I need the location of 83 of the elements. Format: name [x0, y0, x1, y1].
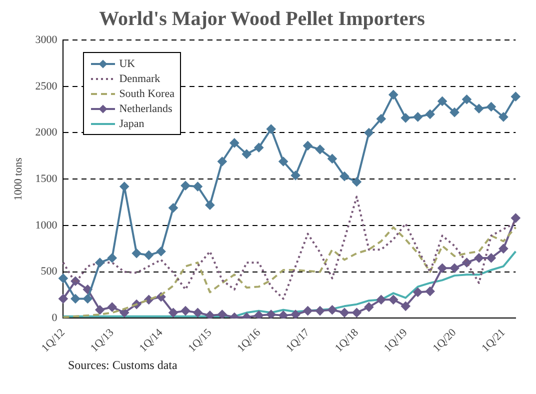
- point: [303, 141, 312, 150]
- y-tick-label: 2500: [35, 80, 58, 92]
- point: [205, 200, 214, 210]
- point: [291, 310, 300, 318]
- point: [511, 92, 520, 102]
- point: [83, 284, 92, 294]
- legend-label: South Korea: [119, 88, 174, 100]
- point: [168, 203, 178, 212]
- point: [205, 310, 214, 318]
- point: [462, 94, 472, 104]
- point: [95, 305, 104, 314]
- point: [193, 308, 202, 318]
- point: [278, 156, 288, 166]
- point: [486, 102, 496, 112]
- y-tick-label: 0: [52, 312, 58, 324]
- y-axis-title: 1000 tons: [12, 158, 24, 201]
- point: [180, 181, 190, 190]
- point: [180, 306, 190, 316]
- point: [108, 302, 117, 312]
- point: [120, 308, 129, 318]
- point: [193, 182, 202, 192]
- point: [426, 110, 435, 119]
- point: [230, 138, 239, 148]
- point: [401, 302, 410, 311]
- point: [218, 156, 227, 166]
- source-note: Sources: Customs data: [67, 358, 178, 373]
- point: [511, 214, 520, 223]
- point: [303, 306, 312, 316]
- legend-label: Netherlands: [119, 102, 172, 114]
- y-tick-label: 500: [40, 266, 58, 278]
- point: [58, 274, 68, 283]
- point: [438, 264, 447, 273]
- point: [340, 308, 349, 318]
- point: [266, 310, 276, 318]
- y-tick-label: 2000: [35, 126, 58, 139]
- point: [70, 294, 80, 304]
- chart-title: World's Major Wood Pellet Importers: [99, 8, 426, 30]
- point: [242, 150, 252, 159]
- point: [474, 253, 484, 262]
- point: [450, 108, 460, 117]
- point: [328, 154, 337, 164]
- point: [340, 172, 349, 181]
- point: [376, 295, 386, 304]
- point: [254, 310, 264, 318]
- point: [108, 253, 117, 262]
- legend-label: Denmark: [119, 72, 160, 84]
- legend-label: UK: [119, 58, 136, 70]
- point: [132, 248, 142, 258]
- point: [388, 90, 398, 100]
- point: [83, 294, 92, 304]
- point: [316, 144, 325, 154]
- point: [95, 258, 104, 268]
- point: [144, 250, 154, 260]
- point: [352, 308, 362, 318]
- point: [254, 143, 264, 152]
- point: [450, 264, 460, 273]
- point: [328, 305, 337, 314]
- point: [401, 113, 410, 122]
- y-tick-label: 1000: [35, 219, 58, 232]
- point: [352, 177, 362, 186]
- point: [474, 104, 484, 114]
- point: [291, 170, 300, 180]
- legend-label: Japan: [119, 118, 144, 130]
- point: [413, 112, 422, 122]
- point: [376, 114, 386, 124]
- point: [218, 310, 227, 318]
- point: [498, 112, 508, 122]
- point: [168, 308, 178, 318]
- point: [58, 294, 68, 304]
- y-tick-label: 1500: [35, 173, 58, 185]
- y-tick-label: 3000: [35, 34, 58, 46]
- point: [316, 306, 325, 316]
- point: [266, 124, 276, 134]
- point: [156, 246, 166, 256]
- point: [364, 302, 374, 312]
- point: [426, 286, 435, 296]
- point: [498, 244, 508, 254]
- point: [364, 128, 374, 138]
- point: [486, 253, 496, 262]
- point: [278, 310, 288, 318]
- point: [438, 96, 447, 106]
- point: [413, 288, 422, 297]
- point: [388, 295, 398, 304]
